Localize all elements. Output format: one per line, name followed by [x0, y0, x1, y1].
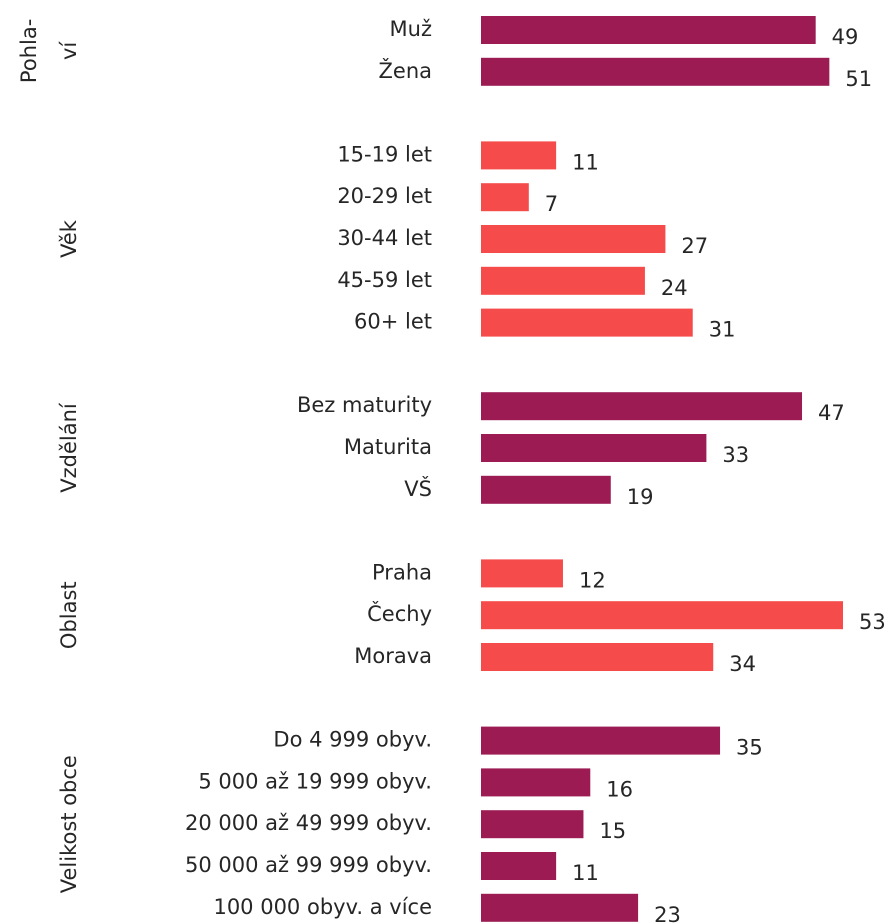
value-label: 16	[606, 777, 633, 801]
group-label: ví	[57, 41, 81, 60]
value-label: 23	[654, 903, 681, 923]
value-label: 49	[832, 25, 859, 49]
value-label: 15	[599, 819, 626, 843]
value-label: 24	[661, 276, 688, 300]
category-label: 45-59 let	[337, 268, 432, 292]
value-label: 53	[859, 610, 886, 634]
bar	[481, 183, 529, 212]
category-label: VŠ	[404, 476, 432, 501]
bar	[481, 810, 584, 839]
category-label: Muž	[390, 17, 432, 41]
value-label: 27	[681, 234, 708, 258]
group-label: Pohla-	[17, 19, 41, 83]
category-label: Morava	[354, 644, 432, 668]
value-label: 31	[709, 318, 736, 342]
category-label: 20-29 let	[337, 184, 432, 208]
category-label: Maturita	[344, 435, 432, 459]
bar	[481, 852, 557, 880]
bar	[481, 643, 714, 671]
category-label: 100 000 obyv. a více	[213, 895, 432, 919]
value-label: 19	[627, 485, 654, 509]
bar	[481, 601, 843, 630]
category-label: 5 000 až 19 999 obyv.	[198, 769, 432, 793]
bar	[481, 57, 830, 86]
category-label: 15-19 let	[337, 142, 432, 166]
category-label: Žena	[379, 58, 432, 83]
category-label: Bez maturity	[297, 393, 432, 417]
bar	[481, 225, 666, 253]
bar	[481, 475, 611, 504]
category-label: Praha	[372, 560, 432, 584]
value-label: 35	[736, 736, 763, 760]
category-label: Do 4 999 obyv.	[273, 728, 432, 752]
value-label: 11	[572, 861, 599, 885]
value-label: 12	[579, 568, 606, 592]
bar	[481, 726, 721, 755]
value-label: 51	[845, 67, 872, 91]
value-label: 7	[545, 192, 558, 216]
bar	[481, 16, 816, 44]
category-label: 30-44 let	[337, 226, 432, 250]
bar	[481, 266, 645, 295]
category-label: Čechy	[367, 601, 432, 626]
group-label: Věk	[57, 219, 81, 258]
group-label: Oblast	[57, 581, 81, 649]
value-label: 34	[729, 652, 756, 676]
bar	[481, 768, 591, 797]
bar	[481, 559, 563, 588]
bar	[481, 434, 707, 462]
group-label: Velikost obce	[57, 755, 81, 893]
bar	[481, 141, 557, 170]
category-label: 20 000 až 49 999 obyv.	[185, 811, 432, 835]
bar	[481, 893, 639, 922]
group-label: Vzdělání	[57, 402, 81, 493]
value-label: 47	[818, 401, 845, 425]
category-label: 50 000 až 99 999 obyv.	[185, 853, 432, 877]
bar	[481, 392, 803, 421]
value-label: 11	[572, 150, 599, 174]
category-label: 60+ let	[354, 310, 432, 334]
bar	[481, 308, 693, 337]
value-label: 33	[722, 443, 749, 467]
